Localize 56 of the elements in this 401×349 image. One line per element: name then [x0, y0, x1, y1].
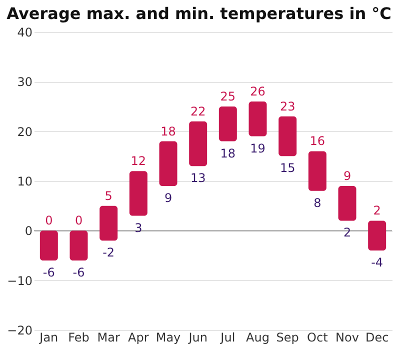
- annotation: 18: [220, 146, 236, 160]
- y-tick-label: −10: [7, 274, 32, 288]
- x-tick-label: Jun: [188, 330, 208, 344]
- data-label: 5: [104, 188, 112, 203]
- bar: [218, 106, 237, 142]
- x-tick-label: Aug: [246, 330, 270, 344]
- annotation: 19: [250, 141, 266, 156]
- bar: [338, 186, 356, 221]
- bar: [40, 230, 58, 260]
- x-tick-label: Jul: [220, 330, 236, 344]
- annotation: 15: [280, 161, 296, 176]
- y-tick-label: 10: [17, 174, 32, 188]
- y-tick-label: −20: [7, 324, 32, 338]
- annotation: 3: [134, 220, 142, 235]
- data-label: 16: [310, 134, 326, 148]
- data-label: 2: [373, 204, 381, 218]
- bar: [129, 171, 148, 216]
- annotation: -6: [72, 265, 85, 280]
- annotation: 9: [164, 190, 172, 205]
- x-tick-label: Sep: [276, 330, 299, 344]
- data-label: 26: [250, 84, 266, 99]
- data-label: 18: [160, 124, 176, 138]
- annotation: -6: [42, 265, 55, 280]
- y-tick-label: 30: [17, 75, 32, 90]
- bar: [159, 141, 178, 186]
- x-tick-label: Apr: [128, 330, 149, 344]
- x-tick-label: Nov: [336, 330, 359, 344]
- x-tick-label: Dec: [365, 330, 389, 344]
- annotation: 8: [314, 196, 322, 210]
- data-label: 25: [220, 90, 236, 104]
- data-label: 12: [130, 154, 146, 168]
- bar: [278, 116, 297, 156]
- annotation: -2: [102, 246, 115, 260]
- data-label: 9: [343, 168, 352, 183]
- chart-title: Average max. and min. temperatures in °C: [6, 4, 392, 23]
- bar: [70, 230, 88, 260]
- bar: [248, 102, 267, 136]
- bar: [100, 206, 118, 241]
- x-tick-label: Oct: [307, 330, 328, 344]
- x-tick-label: May: [156, 330, 181, 344]
- y-tick-label: 20: [17, 124, 32, 139]
- x-tick-label: Feb: [68, 330, 90, 344]
- bar: [368, 220, 386, 251]
- annotation: -4: [371, 256, 384, 270]
- data-label: 22: [190, 104, 206, 118]
- annotation: 13: [190, 171, 206, 186]
- y-tick-label: 40: [17, 26, 32, 40]
- y-tick-label: 0: [24, 224, 32, 238]
- x-tick-label: Jan: [38, 330, 58, 344]
- x-tick-label: Mar: [97, 330, 120, 344]
- data-label: 23: [280, 99, 296, 114]
- data-label: 0: [74, 214, 83, 228]
- annotation: 2: [343, 226, 352, 240]
- data-label: 0: [45, 214, 53, 228]
- bar: [308, 151, 326, 191]
- bar: [189, 121, 208, 166]
